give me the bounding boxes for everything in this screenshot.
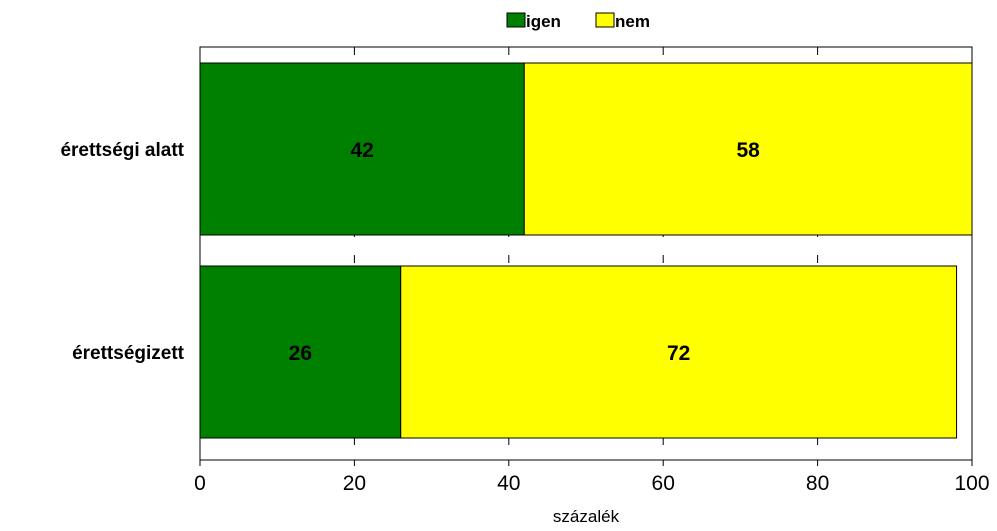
- bar-value-label-igen-0: 42: [350, 139, 373, 162]
- bar-value-label-igen-1: 26: [289, 342, 312, 365]
- bars: 42 58 26 72: [199, 62, 973, 439]
- plot-frame: [199, 46, 973, 461]
- x-tick-label-40: 40: [497, 472, 520, 495]
- legend-swatch-nem: [595, 12, 615, 28]
- bar-igen-1: [199, 265, 402, 439]
- bar-value-label-nem-1: 72: [667, 342, 690, 365]
- x-tick-label-80: 80: [806, 472, 829, 495]
- x-tick-label-60: 60: [652, 472, 675, 495]
- category-label-0: érettségi alatt: [60, 140, 184, 161]
- bar-igen-0: [199, 62, 525, 236]
- x-axis-title: százalék: [553, 507, 620, 526]
- legend-label-nem: nem: [615, 12, 650, 31]
- x-tick-label-20: 20: [343, 472, 366, 495]
- bar-nem-0: [523, 62, 973, 236]
- y-axis: érettségi alatt érettségizett: [60, 140, 184, 364]
- bar-nem-1: [400, 265, 958, 439]
- legend-label-igen: igen: [526, 12, 561, 31]
- x-tick-label-0: 0: [194, 472, 206, 495]
- legend-swatch-igen: [506, 12, 526, 28]
- category-label-1: érettségizett: [72, 343, 185, 364]
- legend: igen nem: [506, 12, 650, 31]
- bar-value-label-nem-0: 58: [736, 139, 760, 162]
- x-axis: 0 20 40 60 80 100: [194, 460, 990, 495]
- x-tick-label-100: 100: [954, 472, 989, 495]
